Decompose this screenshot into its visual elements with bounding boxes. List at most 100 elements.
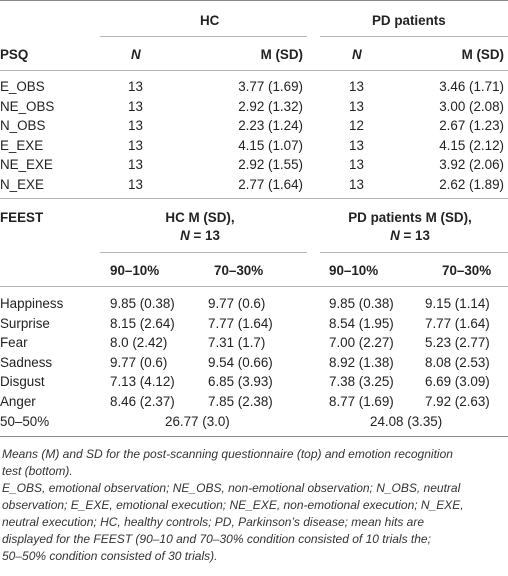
cell: 13: [349, 79, 364, 94]
row-label: Surprise: [0, 315, 50, 331]
feest-pd-header-line1: PD patients M (SD),: [348, 210, 472, 225]
row-label: Fear: [0, 335, 28, 351]
cell: 2.62 (1.89): [439, 177, 504, 192]
row-label: E_OBS: [0, 79, 45, 94]
cell: 7.00 (2.27): [329, 335, 394, 351]
cell: 12: [349, 118, 364, 134]
cell: 13: [349, 137, 364, 153]
row-label: Sadness: [0, 354, 53, 370]
feest-hc-header-line2: N = 13: [100, 228, 300, 244]
row-label: N_OBS: [0, 118, 46, 134]
psq-col-pd-m: M (SD): [461, 47, 504, 62]
cell: 3.92 (2.06): [439, 157, 504, 173]
cell: 13: [128, 177, 143, 192]
feest-col-hc-90: 90–10%: [110, 263, 160, 278]
cell: 2.67 (1.23): [439, 118, 504, 134]
cell: 6.69 (3.09): [425, 374, 490, 390]
cell: 13: [128, 157, 143, 173]
psq-col-hc-n: N: [131, 47, 141, 62]
cell: 24.08 (3.35): [370, 413, 443, 429]
feest-header-rule: [0, 286, 508, 287]
psq-header-rule: [0, 70, 508, 71]
footnote-line: neutral execution; HC, healthy controls;…: [2, 515, 424, 529]
psq-col-pd-n: N: [352, 47, 362, 62]
cell: 6.85 (3.93): [208, 374, 273, 390]
cell: 8.46 (2.37): [110, 394, 175, 409]
psq-hc-underline: [100, 36, 307, 37]
cell: 3.00 (2.08): [439, 98, 504, 114]
cell: 13: [128, 98, 143, 114]
row-label: NE_OBS: [0, 98, 55, 114]
cell: 13: [128, 137, 143, 153]
cell: 13: [128, 79, 143, 94]
footnote-line: E_OBS, emotional observation; NE_OBS, no…: [2, 481, 461, 495]
row-label: Happiness: [0, 296, 64, 311]
cell: 5.23 (2.77): [425, 335, 490, 351]
footnote-line: test (bottom).: [2, 464, 73, 478]
cell: 8.54 (1.95): [329, 315, 394, 331]
cell: 9.85 (0.38): [110, 296, 175, 311]
feest-pd-underline: [320, 252, 508, 253]
table-footnote: Means (M) and SD for the post-scanning q…: [2, 446, 502, 565]
cell: 13: [128, 118, 143, 134]
cell: 8.08 (2.53): [425, 354, 490, 370]
psq-bottom-rule: [0, 198, 508, 199]
cell: 26.77 (3.0): [165, 413, 230, 429]
footnote-line: 50–50% condition consisted of 30 trials)…: [2, 549, 218, 563]
psq-group-header-hc: HC: [200, 13, 220, 28]
cell: 7.77 (1.64): [425, 315, 490, 331]
cell: 2.77 (1.64): [238, 177, 303, 192]
cell: 9.15 (1.14): [425, 296, 490, 311]
cell: 2.92 (1.32): [238, 98, 303, 114]
cell: 2.92 (1.55): [238, 157, 303, 173]
cell: 2.23 (1.24): [238, 118, 303, 134]
cell: 7.85 (2.38): [208, 394, 273, 409]
footnote-line: observation; E_EXE, emotional execution;…: [2, 498, 464, 512]
table-bottom-rule: [0, 436, 508, 437]
cell: 7.38 (3.25): [329, 374, 394, 390]
feest-pd-header-line2: N = 13: [312, 228, 508, 244]
feest-col-pd-70: 70–30%: [442, 263, 492, 278]
cell: 7.77 (1.64): [208, 315, 273, 331]
row-label: 50–50%: [0, 413, 50, 429]
cell: 13: [349, 98, 364, 114]
n-value: = 13: [189, 228, 220, 243]
psq-row-label-header: PSQ: [0, 47, 29, 62]
row-label: NE_EXE: [0, 157, 53, 173]
cell: 9.77 (0.6): [110, 354, 168, 370]
cell: 8.15 (2.64): [110, 315, 175, 331]
feest-col-pd-90: 90–10%: [329, 263, 379, 278]
cell: 7.31 (1.7): [208, 335, 266, 351]
cell: 7.13 (4.12): [110, 374, 175, 390]
cell: 8.92 (1.38): [329, 354, 394, 370]
n-symbol: N: [390, 228, 400, 243]
cell: 9.85 (0.38): [329, 296, 394, 311]
feest-hc-underline: [100, 252, 307, 253]
psq-pd-underline: [320, 36, 508, 37]
row-label: Disgust: [0, 374, 45, 390]
row-label: N_EXE: [0, 177, 44, 192]
n-symbol: N: [180, 228, 190, 243]
row-label: E_EXE: [0, 137, 44, 153]
cell: 13: [349, 157, 364, 173]
footnote-line: Means (M) and SD for the post-scanning q…: [2, 447, 453, 461]
psq-col-hc-m: M (SD): [260, 47, 303, 62]
cell: 3.46 (1.71): [439, 79, 504, 94]
psq-group-header-pd: PD patients: [372, 13, 446, 28]
cell: 13: [349, 177, 364, 192]
cell: 9.54 (0.66): [208, 354, 273, 370]
cell: 4.15 (2.12): [439, 137, 504, 153]
cell: 8.0 (2.42): [110, 335, 168, 351]
feest-col-hc-70: 70–30%: [214, 263, 264, 278]
row-label: Anger: [0, 394, 36, 409]
footnote-line: displayed for the FEEST (90–10 and 70–30…: [2, 532, 431, 546]
cell: 8.77 (1.69): [329, 394, 394, 409]
cell: 9.77 (0.6): [208, 296, 266, 311]
cell: 4.15 (1.07): [238, 137, 303, 153]
top-rule: [0, 0, 508, 1]
cell: 7.92 (2.63): [425, 394, 490, 409]
feest-hc-header-line1: HC M (SD),: [165, 210, 235, 225]
cell: 3.77 (1.69): [238, 79, 303, 94]
n-value: = 13: [399, 228, 430, 243]
